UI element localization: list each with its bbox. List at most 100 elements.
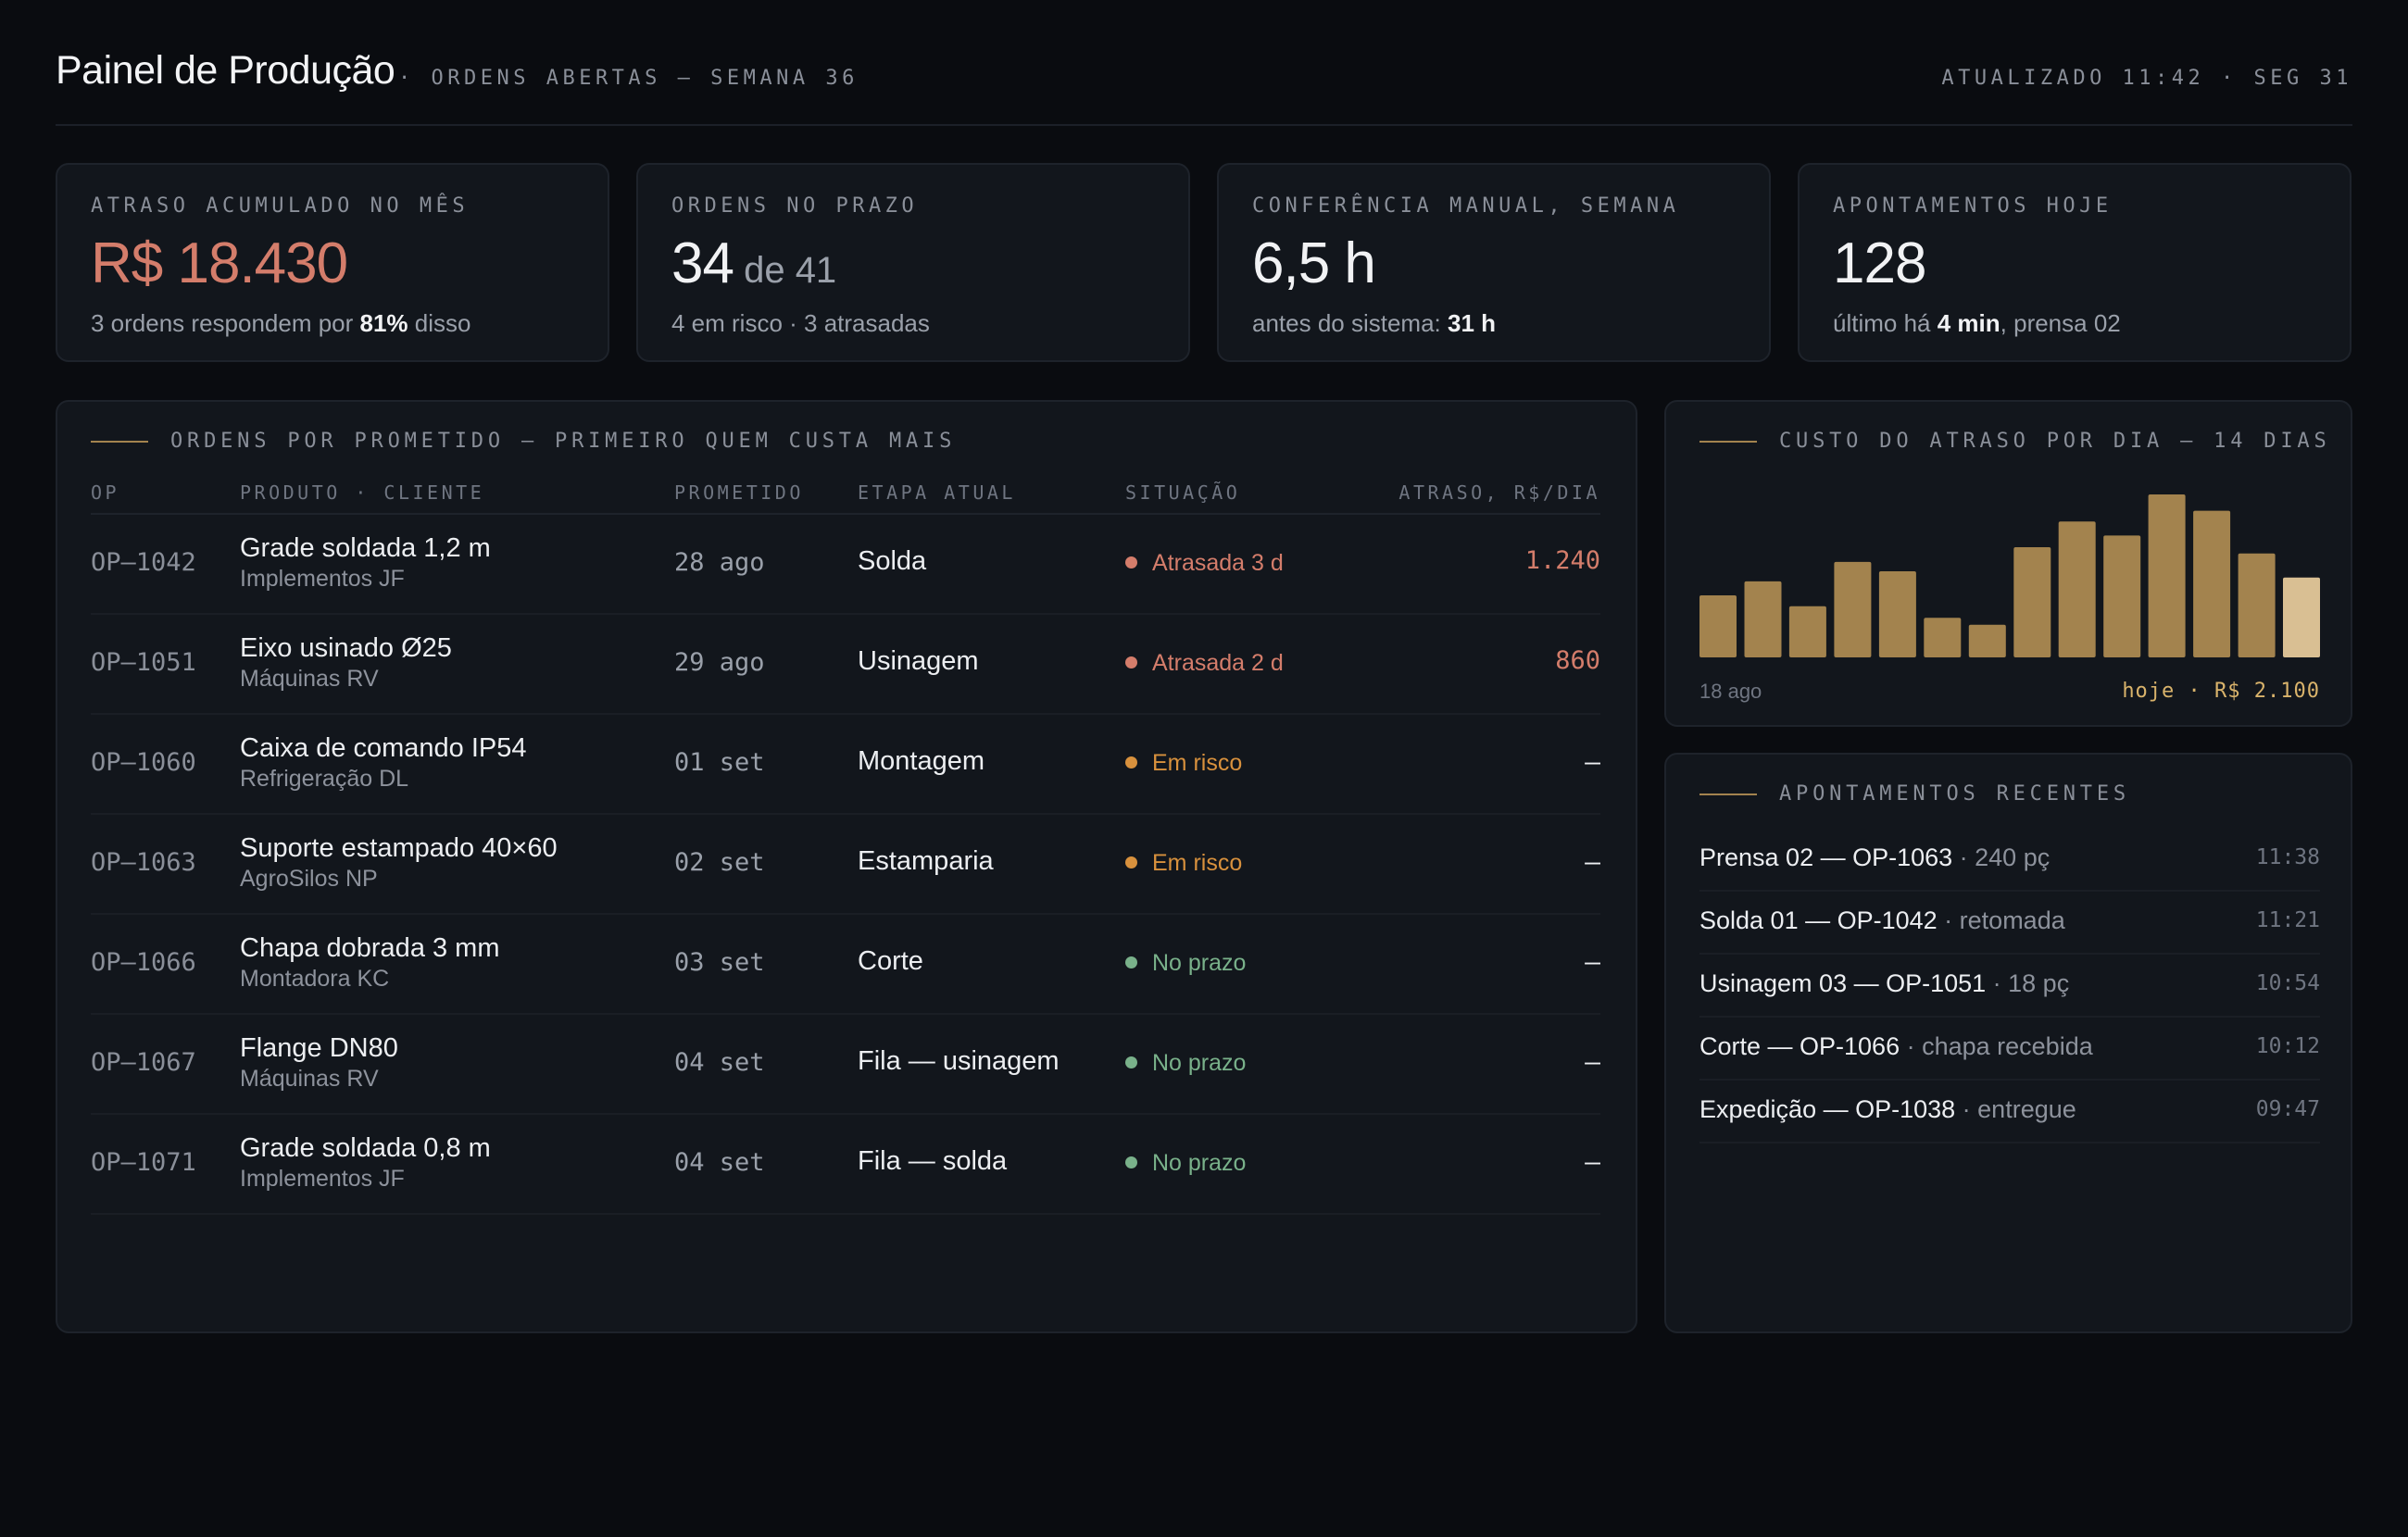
record-main: Expedição — OP-1038	[1699, 1095, 1956, 1123]
column-header-product[interactable]: PRODUTO · CLIENTE	[240, 481, 485, 504]
client-name: Montadora KC	[240, 966, 390, 992]
chart-bar[interactable]	[1834, 561, 1872, 657]
column-header-op[interactable]: OP	[91, 481, 120, 504]
status-text: No prazo	[1152, 950, 1247, 976]
record-time: 09:47	[2255, 1097, 2320, 1121]
record-detail: · chapa recebida	[1900, 1032, 2093, 1060]
order-id: OP–1066	[91, 948, 196, 977]
list-item[interactable]: Expedição — OP-1038 · entregue 09:47	[1699, 1081, 2320, 1143]
order-id: OP–1067	[91, 1048, 196, 1077]
client-name: AgroSilos NP	[240, 866, 378, 892]
current-stage: Usinagem	[858, 646, 979, 676]
status-badge: Em risco	[1125, 850, 1242, 877]
order-id: OP–1042	[91, 548, 196, 577]
client-name: Máquinas RV	[240, 666, 379, 692]
recent-records-list: Prensa 02 — OP-1063 · 240 pç 11:38 Solda 0…	[1699, 829, 2320, 1143]
list-item[interactable]: Usinagem 03 — OP-1051 · 18 pç 10:54	[1699, 955, 2320, 1018]
order-id: OP–1063	[91, 848, 196, 877]
chart-bar[interactable]	[1878, 571, 1916, 657]
product-cell: Grade soldada 1,2 m Implementos JF	[240, 533, 491, 593]
table-row[interactable]: OP–1063 Suporte estampado 40×60 AgroSilos …	[91, 815, 1600, 915]
delay-cost: —	[1585, 946, 1600, 977]
kpi-value: 6,5 h	[1252, 235, 1376, 293]
promised-date: 29 ago	[674, 648, 765, 677]
table-row[interactable]: OP–1051 Eixo usinado Ø25 Máquinas RV 29 ago…	[91, 615, 1600, 715]
status-badge: No prazo	[1125, 950, 1246, 977]
product-cell: Eixo usinado Ø25 Máquinas RV	[240, 633, 452, 693]
kpi-note-pre: antes do sistema:	[1252, 309, 1448, 337]
chart-bar[interactable]	[1788, 606, 1826, 657]
column-header-status[interactable]: SITUAÇÃO	[1125, 481, 1241, 504]
chart-bar[interactable]	[2193, 510, 2231, 657]
kpi-label: ORDENS NO PRAZO	[671, 194, 919, 218]
client-name: Refrigeração DL	[240, 766, 409, 792]
promised-date: 28 ago	[674, 548, 765, 577]
chart-bar[interactable]	[2103, 535, 2141, 657]
chart-bar[interactable]	[1968, 624, 2006, 657]
page-title: Painel de Produção	[56, 48, 395, 93]
column-header-cost[interactable]: ATRASO, R$/DIA	[1398, 481, 1600, 504]
kpi-note: último há 4 min, prensa 02	[1833, 309, 2121, 338]
chart-bar[interactable]	[2013, 547, 2051, 657]
chart-bar[interactable]	[1744, 581, 1782, 657]
recent-section-header: APONTAMENTOS RECENTES	[1699, 782, 2130, 810]
record-main: Usinagem 03 — OP-1051	[1699, 969, 1987, 997]
page-subtitle: · ORDENS ABERTAS — SEMANA 36	[398, 67, 859, 90]
list-item[interactable]: Solda 01 — OP-1042 · retomada 11:21	[1699, 892, 2320, 955]
chart-footer: 18 ago hoje · R$ 2.100	[1699, 680, 2320, 707]
record-detail: · 18 pç	[1986, 969, 2070, 997]
delay-cost-chart-panel: CUSTO DO ATRASO POR DIA — 14 DIAS 18 ago…	[1664, 400, 2352, 727]
kpi-value-main: 6,5 h	[1252, 231, 1376, 295]
table-row[interactable]: OP–1042 Grade soldada 1,2 m Implementos JF…	[91, 515, 1600, 615]
table-row[interactable]: OP–1060 Caixa de comando IP54 Refrigeração…	[91, 715, 1600, 815]
record-detail: · entregue	[1955, 1095, 2076, 1123]
chart-section-header: CUSTO DO ATRASO POR DIA — 14 DIAS	[1699, 430, 2331, 457]
chart-bar[interactable]	[2148, 494, 2186, 657]
current-stage: Corte	[858, 946, 923, 976]
product-name: Grade soldada 1,2 m	[240, 533, 491, 563]
chart-bar[interactable]	[1924, 618, 1962, 657]
record-main: Corte — OP-1066	[1699, 1032, 1900, 1060]
table-row[interactable]: OP–1067 Flange DN80 Máquinas RV 04 set Fila …	[91, 1015, 1600, 1115]
kpi-note: 4 em risco · 3 atrasadas	[671, 309, 930, 338]
chart-bar-today[interactable]	[2283, 577, 2320, 657]
kpi-card-manual-check: CONFERÊNCIA MANUAL, SEMANA 6,5 h antes d…	[1217, 163, 1771, 362]
product-cell: Flange DN80 Máquinas RV	[240, 1033, 398, 1093]
status-dot-icon	[1125, 1156, 1137, 1168]
product-name: Chapa dobrada 3 mm	[240, 933, 500, 963]
record-time: 11:21	[2255, 908, 2320, 932]
list-item[interactable]: Prensa 02 — OP-1063 · 240 pç 11:38	[1699, 829, 2320, 892]
chart-bar[interactable]	[1699, 595, 1737, 657]
column-header-promised[interactable]: PROMETIDO	[674, 481, 804, 504]
record-text: Solda 01 — OP-1042 · retomada	[1699, 906, 2065, 935]
kpi-note: antes do sistema: 31 h	[1252, 309, 1496, 338]
chart-bar[interactable]	[2238, 553, 2276, 657]
status-text: No prazo	[1152, 1150, 1247, 1176]
recent-records-panel: APONTAMENTOS RECENTES Prensa 02 — OP-106…	[1664, 753, 2352, 1333]
kpi-card-on-time: ORDENS NO PRAZO 34 de 41 4 em risco · 3 …	[636, 163, 1190, 362]
orders-section-header: ORDENS POR PROMETIDO — PRIMEIRO QUEM CUS…	[91, 430, 956, 457]
chart-today-label: hoje · R$ 2.100	[2122, 680, 2320, 703]
product-name: Caixa de comando IP54	[240, 733, 527, 763]
orders-title: ORDENS POR PROMETIDO — PRIMEIRO QUEM CUS…	[170, 430, 957, 453]
list-item[interactable]: Corte — OP-1066 · chapa recebida 10:12	[1699, 1018, 2320, 1081]
column-header-stage[interactable]: ETAPA ATUAL	[858, 481, 1016, 504]
kpi-card-delay-cost: ATRASO ACUMULADO NO MÊS R$ 18.430 3 orde…	[56, 163, 609, 362]
last-updated: ATUALIZADO 11:42 · SEG 31	[1941, 67, 2352, 90]
chart-bar[interactable]	[2058, 521, 2096, 657]
client-name: Máquinas RV	[240, 1066, 379, 1092]
record-text: Usinagem 03 — OP-1051 · 18 pç	[1699, 969, 2069, 998]
promised-date: 02 set	[674, 848, 765, 877]
kpi-note-pre: 4 em risco · 3 atrasadas	[671, 309, 930, 337]
table-row[interactable]: OP–1066 Chapa dobrada 3 mm Montadora KC 03 …	[91, 915, 1600, 1015]
current-stage: Montagem	[858, 746, 985, 776]
kpi-note-post: , prensa 02	[2000, 309, 2121, 337]
status-badge: Em risco	[1125, 750, 1242, 777]
table-row[interactable]: OP–1071 Grade soldada 0,8 m Implementos JF…	[91, 1115, 1600, 1215]
client-name: Implementos JF	[240, 1166, 405, 1192]
section-rule	[1699, 793, 1757, 795]
delay-cost: 1.240	[1524, 546, 1600, 575]
orders-panel: ORDENS POR PROMETIDO — PRIMEIRO QUEM CUS…	[56, 400, 1637, 1333]
recent-title: APONTAMENTOS RECENTES	[1779, 782, 2130, 806]
record-time: 10:12	[2255, 1034, 2320, 1058]
